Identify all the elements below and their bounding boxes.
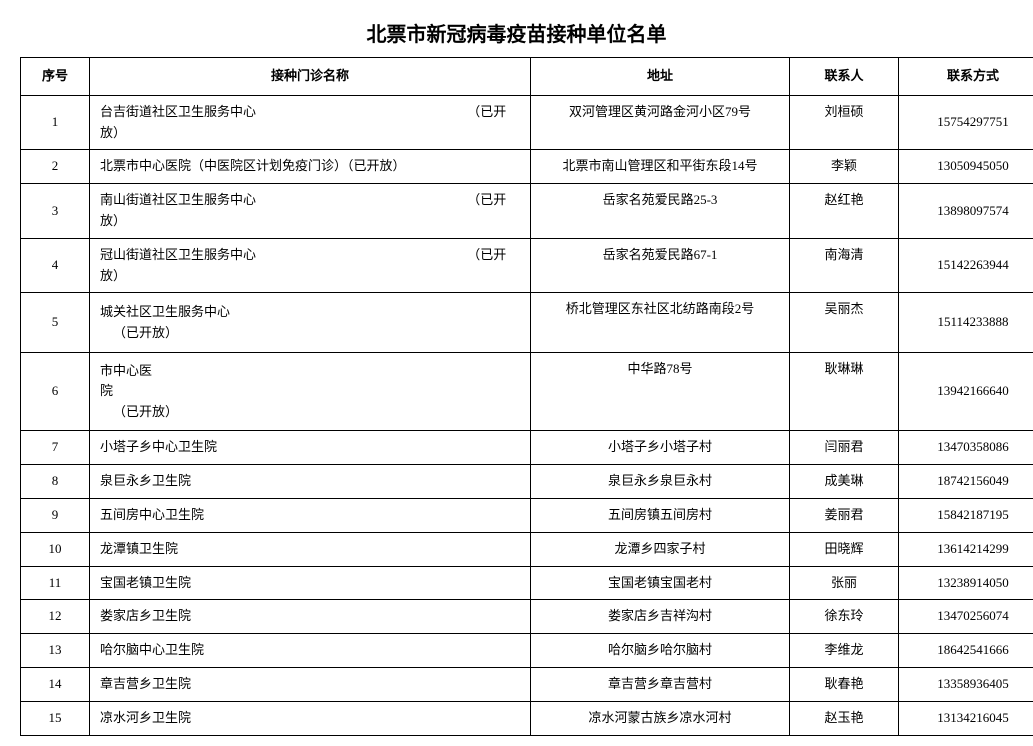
cell-person: 耿琳琳 [790, 353, 899, 431]
cell-name: 市中心医 院 （已开放） [90, 353, 531, 431]
cell-person: 赵玉艳 [790, 701, 899, 735]
table-row: 8泉巨永乡卫生院泉巨永乡泉巨永村成美琳18742156049 [21, 465, 1033, 499]
cell-name: 龙潭镇卫生院 [90, 532, 531, 566]
cell-person: 徐东玲 [790, 600, 899, 634]
cell-seq: 3 [21, 184, 90, 239]
cell-seq: 1 [21, 95, 90, 150]
table-row: 14章吉营乡卫生院章吉营乡章吉营村耿春艳13358936405 [21, 667, 1033, 701]
cell-seq: 10 [21, 532, 90, 566]
table-row: 2北票市中心医院（中医院区计划免疫门诊）（已开放）北票市南山管理区和平街东段14… [21, 150, 1033, 184]
cell-addr: 双河管理区黄河路金河小区79号 [531, 95, 790, 150]
cell-name: 宝国老镇卫生院 [90, 566, 531, 600]
col-header-name: 接种门诊名称 [90, 58, 531, 96]
cell-name: 娄家店乡卫生院 [90, 600, 531, 634]
table-row: 6市中心医 院 （已开放）中华路78号耿琳琳13942166640 [21, 353, 1033, 431]
cell-phone: 13358936405 [899, 667, 1033, 701]
cell-seq: 12 [21, 600, 90, 634]
cell-person: 田晓辉 [790, 532, 899, 566]
cell-phone: 15754297751 [899, 95, 1033, 150]
table-row: 15凉水河乡卫生院凉水河蒙古族乡凉水河村赵玉艳13134216045 [21, 701, 1033, 735]
cell-person: 李颖 [790, 150, 899, 184]
cell-phone: 15114233888 [899, 293, 1033, 353]
cell-phone: 13134216045 [899, 701, 1033, 735]
vaccination-sites-table: 序号 接种门诊名称 地址 联系人 联系方式 1台吉街道社区卫生服务中心 （已开放… [20, 57, 1033, 736]
cell-person: 吴丽杰 [790, 293, 899, 353]
cell-name: 凉水河乡卫生院 [90, 701, 531, 735]
cell-phone: 13942166640 [899, 353, 1033, 431]
table-body: 1台吉街道社区卫生服务中心 （已开放）双河管理区黄河路金河小区79号刘桓硕157… [21, 95, 1033, 735]
table-row: 5城关社区卫生服务中心 （已开放）桥北管理区东社区北纺路南段2号吴丽杰15114… [21, 293, 1033, 353]
cell-seq: 4 [21, 238, 90, 293]
cell-name: 南山街道社区卫生服务中心 （已开放） [90, 184, 531, 239]
cell-person: 李维龙 [790, 634, 899, 668]
cell-name: 五间房中心卫生院 [90, 498, 531, 532]
cell-person: 闫丽君 [790, 431, 899, 465]
col-header-seq: 序号 [21, 58, 90, 96]
table-row: 1台吉街道社区卫生服务中心 （已开放）双河管理区黄河路金河小区79号刘桓硕157… [21, 95, 1033, 150]
cell-name: 冠山街道社区卫生服务中心 （已开放） [90, 238, 531, 293]
cell-addr: 岳家名苑爱民路25-3 [531, 184, 790, 239]
cell-person: 成美琳 [790, 465, 899, 499]
cell-seq: 9 [21, 498, 90, 532]
cell-person: 赵红艳 [790, 184, 899, 239]
cell-phone: 13470358086 [899, 431, 1033, 465]
col-header-phone: 联系方式 [899, 58, 1033, 96]
cell-addr: 章吉营乡章吉营村 [531, 667, 790, 701]
cell-name: 章吉营乡卫生院 [90, 667, 531, 701]
table-row: 13哈尔脑中心卫生院哈尔脑乡哈尔脑村李维龙18642541666 [21, 634, 1033, 668]
cell-addr: 宝国老镇宝国老村 [531, 566, 790, 600]
cell-seq: 2 [21, 150, 90, 184]
cell-phone: 13614214299 [899, 532, 1033, 566]
table-row: 4冠山街道社区卫生服务中心 （已开放）岳家名苑爱民路67-1南海清1514226… [21, 238, 1033, 293]
cell-addr: 中华路78号 [531, 353, 790, 431]
cell-seq: 8 [21, 465, 90, 499]
cell-addr: 桥北管理区东社区北纺路南段2号 [531, 293, 790, 353]
cell-person: 刘桓硕 [790, 95, 899, 150]
cell-seq: 7 [21, 431, 90, 465]
cell-person: 南海清 [790, 238, 899, 293]
cell-phone: 13238914050 [899, 566, 1033, 600]
table-row: 7小塔子乡中心卫生院小塔子乡小塔子村闫丽君13470358086 [21, 431, 1033, 465]
cell-seq: 14 [21, 667, 90, 701]
cell-addr: 龙潭乡四家子村 [531, 532, 790, 566]
cell-addr: 泉巨永乡泉巨永村 [531, 465, 790, 499]
cell-seq: 13 [21, 634, 90, 668]
cell-phone: 18742156049 [899, 465, 1033, 499]
cell-person: 耿春艳 [790, 667, 899, 701]
table-header-row: 序号 接种门诊名称 地址 联系人 联系方式 [21, 58, 1033, 96]
cell-name: 北票市中心医院（中医院区计划免疫门诊）（已开放） [90, 150, 531, 184]
page-title: 北票市新冠病毒疫苗接种单位名单 [20, 18, 1013, 47]
table-row: 9五间房中心卫生院五间房镇五间房村姜丽君15842187195 [21, 498, 1033, 532]
table-row: 3南山街道社区卫生服务中心 （已开放）岳家名苑爱民路25-3赵红艳1389809… [21, 184, 1033, 239]
cell-addr: 凉水河蒙古族乡凉水河村 [531, 701, 790, 735]
cell-phone: 15842187195 [899, 498, 1033, 532]
cell-seq: 6 [21, 353, 90, 431]
cell-seq: 15 [21, 701, 90, 735]
table-row: 11宝国老镇卫生院宝国老镇宝国老村张丽13238914050 [21, 566, 1033, 600]
cell-addr: 哈尔脑乡哈尔脑村 [531, 634, 790, 668]
cell-phone: 13470256074 [899, 600, 1033, 634]
table-row: 10龙潭镇卫生院龙潭乡四家子村田晓辉13614214299 [21, 532, 1033, 566]
cell-addr: 小塔子乡小塔子村 [531, 431, 790, 465]
cell-addr: 岳家名苑爱民路67-1 [531, 238, 790, 293]
cell-phone: 13050945050 [899, 150, 1033, 184]
cell-addr: 五间房镇五间房村 [531, 498, 790, 532]
cell-phone: 15142263944 [899, 238, 1033, 293]
cell-addr: 娄家店乡吉祥沟村 [531, 600, 790, 634]
cell-phone: 13898097574 [899, 184, 1033, 239]
cell-seq: 5 [21, 293, 90, 353]
cell-addr: 北票市南山管理区和平街东段14号 [531, 150, 790, 184]
cell-name: 泉巨永乡卫生院 [90, 465, 531, 499]
cell-seq: 11 [21, 566, 90, 600]
cell-name: 台吉街道社区卫生服务中心 （已开放） [90, 95, 531, 150]
cell-phone: 18642541666 [899, 634, 1033, 668]
table-row: 12娄家店乡卫生院娄家店乡吉祥沟村徐东玲13470256074 [21, 600, 1033, 634]
cell-name: 小塔子乡中心卫生院 [90, 431, 531, 465]
col-header-addr: 地址 [531, 58, 790, 96]
cell-person: 姜丽君 [790, 498, 899, 532]
cell-person: 张丽 [790, 566, 899, 600]
cell-name: 城关社区卫生服务中心 （已开放） [90, 293, 531, 353]
cell-name: 哈尔脑中心卫生院 [90, 634, 531, 668]
col-header-person: 联系人 [790, 58, 899, 96]
